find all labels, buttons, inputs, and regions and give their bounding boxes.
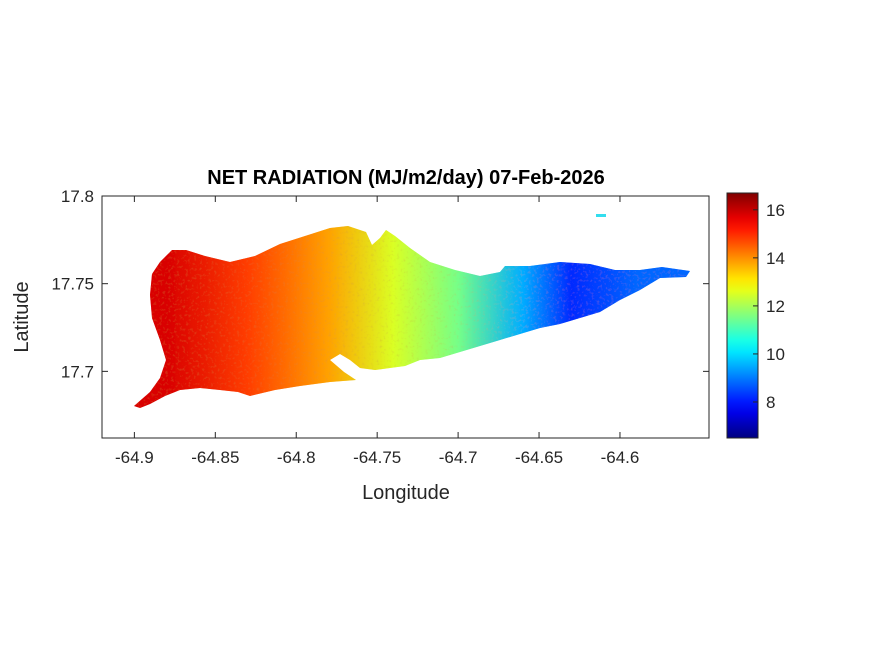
colorbar-tick-label: 12 bbox=[766, 297, 785, 316]
colorbar-ticks: 8 10 12 14 16 bbox=[753, 201, 785, 412]
colorbar-tick-label: 10 bbox=[766, 345, 785, 364]
x-axis: -64.9 -64.85 -64.8 -64.75 -64.7 -64.65 -64.6 bbox=[115, 196, 639, 467]
colorbar bbox=[726, 192, 759, 439]
colorbar-tick-label: 8 bbox=[766, 393, 775, 412]
plot-title: NET RADIATION (MJ/m2/day) 07-Feb-2026 bbox=[207, 167, 605, 189]
y-tick-label: 17.8 bbox=[61, 187, 94, 206]
x-tick-label: -64.7 bbox=[439, 448, 478, 467]
x-axis-label: Longitude bbox=[362, 482, 450, 504]
x-tick-label: -64.65 bbox=[515, 448, 563, 467]
x-tick-label: -64.8 bbox=[277, 448, 316, 467]
colorbar-tick-label: 16 bbox=[766, 201, 785, 220]
y-axis: 17.7 17.75 17.8 bbox=[51, 187, 709, 381]
x-tick-label: -64.9 bbox=[115, 448, 154, 467]
colorbar-tick-label: 14 bbox=[766, 249, 785, 268]
y-axis-label: Latitude bbox=[11, 281, 33, 352]
small-islet bbox=[596, 214, 606, 217]
x-tick-label: -64.6 bbox=[601, 448, 640, 467]
y-tick-label: 17.75 bbox=[51, 275, 94, 294]
x-tick-label: -64.75 bbox=[353, 448, 401, 467]
y-tick-label: 17.7 bbox=[61, 362, 94, 381]
x-tick-label: -64.85 bbox=[191, 448, 239, 467]
